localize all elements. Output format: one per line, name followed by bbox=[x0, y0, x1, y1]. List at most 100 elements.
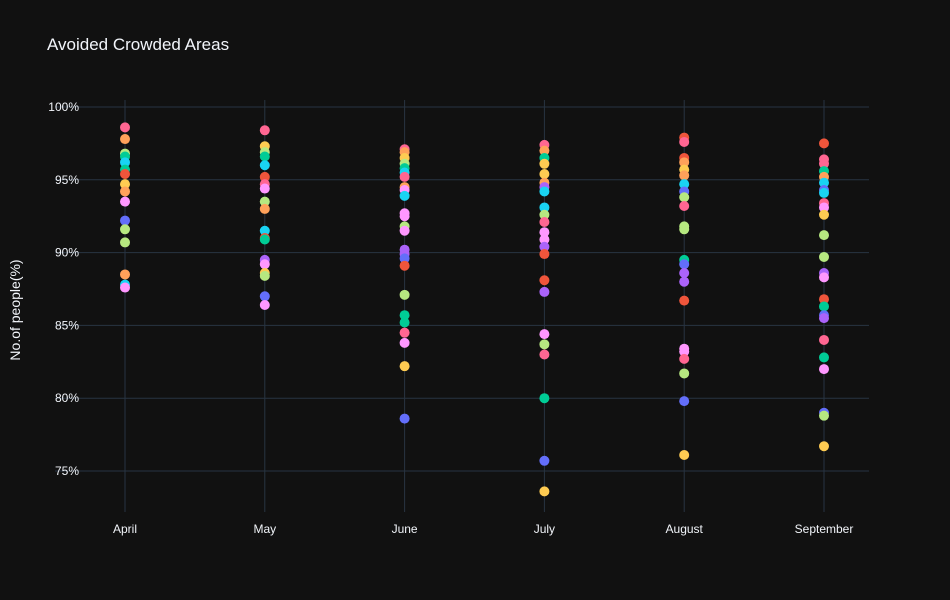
data-point[interactable] bbox=[679, 396, 690, 407]
data-point[interactable] bbox=[819, 294, 829, 305]
data-point[interactable] bbox=[539, 275, 550, 286]
data-point[interactable] bbox=[679, 276, 690, 287]
data-point[interactable] bbox=[679, 368, 690, 379]
data-point[interactable] bbox=[539, 455, 550, 466]
data-point[interactable] bbox=[120, 237, 130, 248]
data-point[interactable] bbox=[399, 225, 410, 236]
data-point[interactable] bbox=[819, 202, 829, 213]
data-point[interactable] bbox=[539, 145, 550, 156]
data-point[interactable] bbox=[259, 203, 270, 214]
y-tick-label: 95% bbox=[55, 173, 79, 187]
data-point[interactable] bbox=[399, 171, 410, 182]
data-point[interactable] bbox=[399, 211, 410, 222]
data-point[interactable] bbox=[539, 209, 550, 220]
data-point[interactable] bbox=[120, 157, 130, 168]
data-point[interactable] bbox=[679, 449, 690, 460]
data-point[interactable] bbox=[399, 337, 410, 348]
data-point[interactable] bbox=[539, 227, 550, 238]
data-point[interactable] bbox=[399, 361, 410, 372]
data-point[interactable] bbox=[679, 170, 690, 181]
data-point[interactable] bbox=[399, 310, 410, 321]
data-point[interactable] bbox=[399, 253, 410, 264]
data-point[interactable] bbox=[539, 349, 550, 360]
data-point[interactable] bbox=[539, 241, 550, 252]
data-point[interactable] bbox=[120, 269, 130, 280]
data-point[interactable] bbox=[120, 215, 130, 226]
y-axis-ticks: 75% 80% 85% 90% 95% 100% bbox=[48, 100, 79, 478]
data-point[interactable] bbox=[120, 168, 130, 179]
data-point[interactable] bbox=[539, 217, 550, 228]
data-point[interactable] bbox=[679, 295, 690, 306]
data-point[interactable] bbox=[259, 291, 270, 302]
data-point[interactable] bbox=[399, 190, 410, 201]
data-point[interactable] bbox=[399, 317, 410, 328]
data-point[interactable] bbox=[539, 168, 550, 179]
data-point[interactable] bbox=[120, 179, 130, 190]
data-point[interactable] bbox=[259, 160, 270, 171]
data-point[interactable] bbox=[120, 224, 130, 235]
data-point[interactable] bbox=[259, 270, 270, 281]
data-point[interactable] bbox=[539, 339, 550, 350]
data-point[interactable] bbox=[819, 251, 829, 262]
data-point[interactable] bbox=[679, 136, 690, 147]
data-point[interactable] bbox=[679, 224, 690, 235]
data-point[interactable] bbox=[399, 260, 410, 271]
data-point[interactable] bbox=[539, 286, 550, 297]
x-tick-label: August bbox=[666, 522, 704, 536]
data-point[interactable] bbox=[819, 334, 829, 345]
data-point[interactable] bbox=[539, 234, 550, 245]
data-point[interactable] bbox=[120, 282, 130, 293]
data-point[interactable] bbox=[819, 209, 829, 220]
data-point[interactable] bbox=[259, 259, 270, 270]
data-point[interactable] bbox=[819, 301, 829, 312]
data-point[interactable] bbox=[120, 122, 130, 133]
data-point[interactable] bbox=[399, 327, 410, 338]
data-point[interactable] bbox=[259, 171, 270, 182]
data-point[interactable] bbox=[259, 300, 270, 311]
data-point[interactable] bbox=[819, 230, 829, 241]
y-tick-label: 75% bbox=[55, 464, 79, 478]
y-tick-label: 100% bbox=[48, 100, 79, 114]
data-point[interactable] bbox=[819, 177, 829, 188]
data-point[interactable] bbox=[539, 186, 550, 197]
data-point[interactable] bbox=[259, 151, 270, 162]
data-point[interactable] bbox=[819, 187, 829, 198]
data-point[interactable] bbox=[120, 186, 130, 197]
data-point[interactable] bbox=[819, 441, 829, 452]
data-point[interactable] bbox=[819, 272, 829, 283]
data-point[interactable] bbox=[399, 413, 410, 424]
data-point[interactable] bbox=[120, 196, 130, 207]
data-point[interactable] bbox=[539, 249, 550, 260]
data-point[interactable] bbox=[679, 353, 690, 364]
data-point[interactable] bbox=[259, 183, 270, 194]
data-point[interactable] bbox=[679, 179, 690, 190]
data-point[interactable] bbox=[539, 329, 550, 340]
data-points bbox=[120, 122, 829, 497]
data-point[interactable] bbox=[399, 289, 410, 300]
data-point[interactable] bbox=[539, 393, 550, 404]
y-tick-label: 90% bbox=[55, 246, 79, 260]
x-tick-label: September bbox=[795, 522, 854, 536]
data-point[interactable] bbox=[259, 225, 270, 236]
data-point[interactable] bbox=[679, 157, 690, 168]
data-point[interactable] bbox=[679, 192, 690, 203]
data-point[interactable] bbox=[819, 410, 829, 421]
data-point[interactable] bbox=[819, 138, 829, 149]
data-point[interactable] bbox=[259, 125, 270, 136]
data-point[interactable] bbox=[819, 364, 829, 375]
data-point[interactable] bbox=[679, 259, 690, 270]
data-point[interactable] bbox=[679, 267, 690, 278]
data-point[interactable] bbox=[819, 313, 829, 324]
data-point[interactable] bbox=[819, 158, 829, 169]
y-tick-label: 85% bbox=[55, 318, 79, 332]
data-point[interactable] bbox=[819, 352, 829, 363]
data-point[interactable] bbox=[259, 196, 270, 207]
data-point[interactable] bbox=[539, 158, 550, 169]
data-point[interactable] bbox=[120, 134, 130, 145]
data-point[interactable] bbox=[679, 201, 690, 212]
data-point[interactable] bbox=[259, 234, 270, 245]
data-point[interactable] bbox=[539, 486, 550, 497]
data-point[interactable] bbox=[539, 202, 550, 213]
data-point[interactable] bbox=[679, 346, 690, 357]
